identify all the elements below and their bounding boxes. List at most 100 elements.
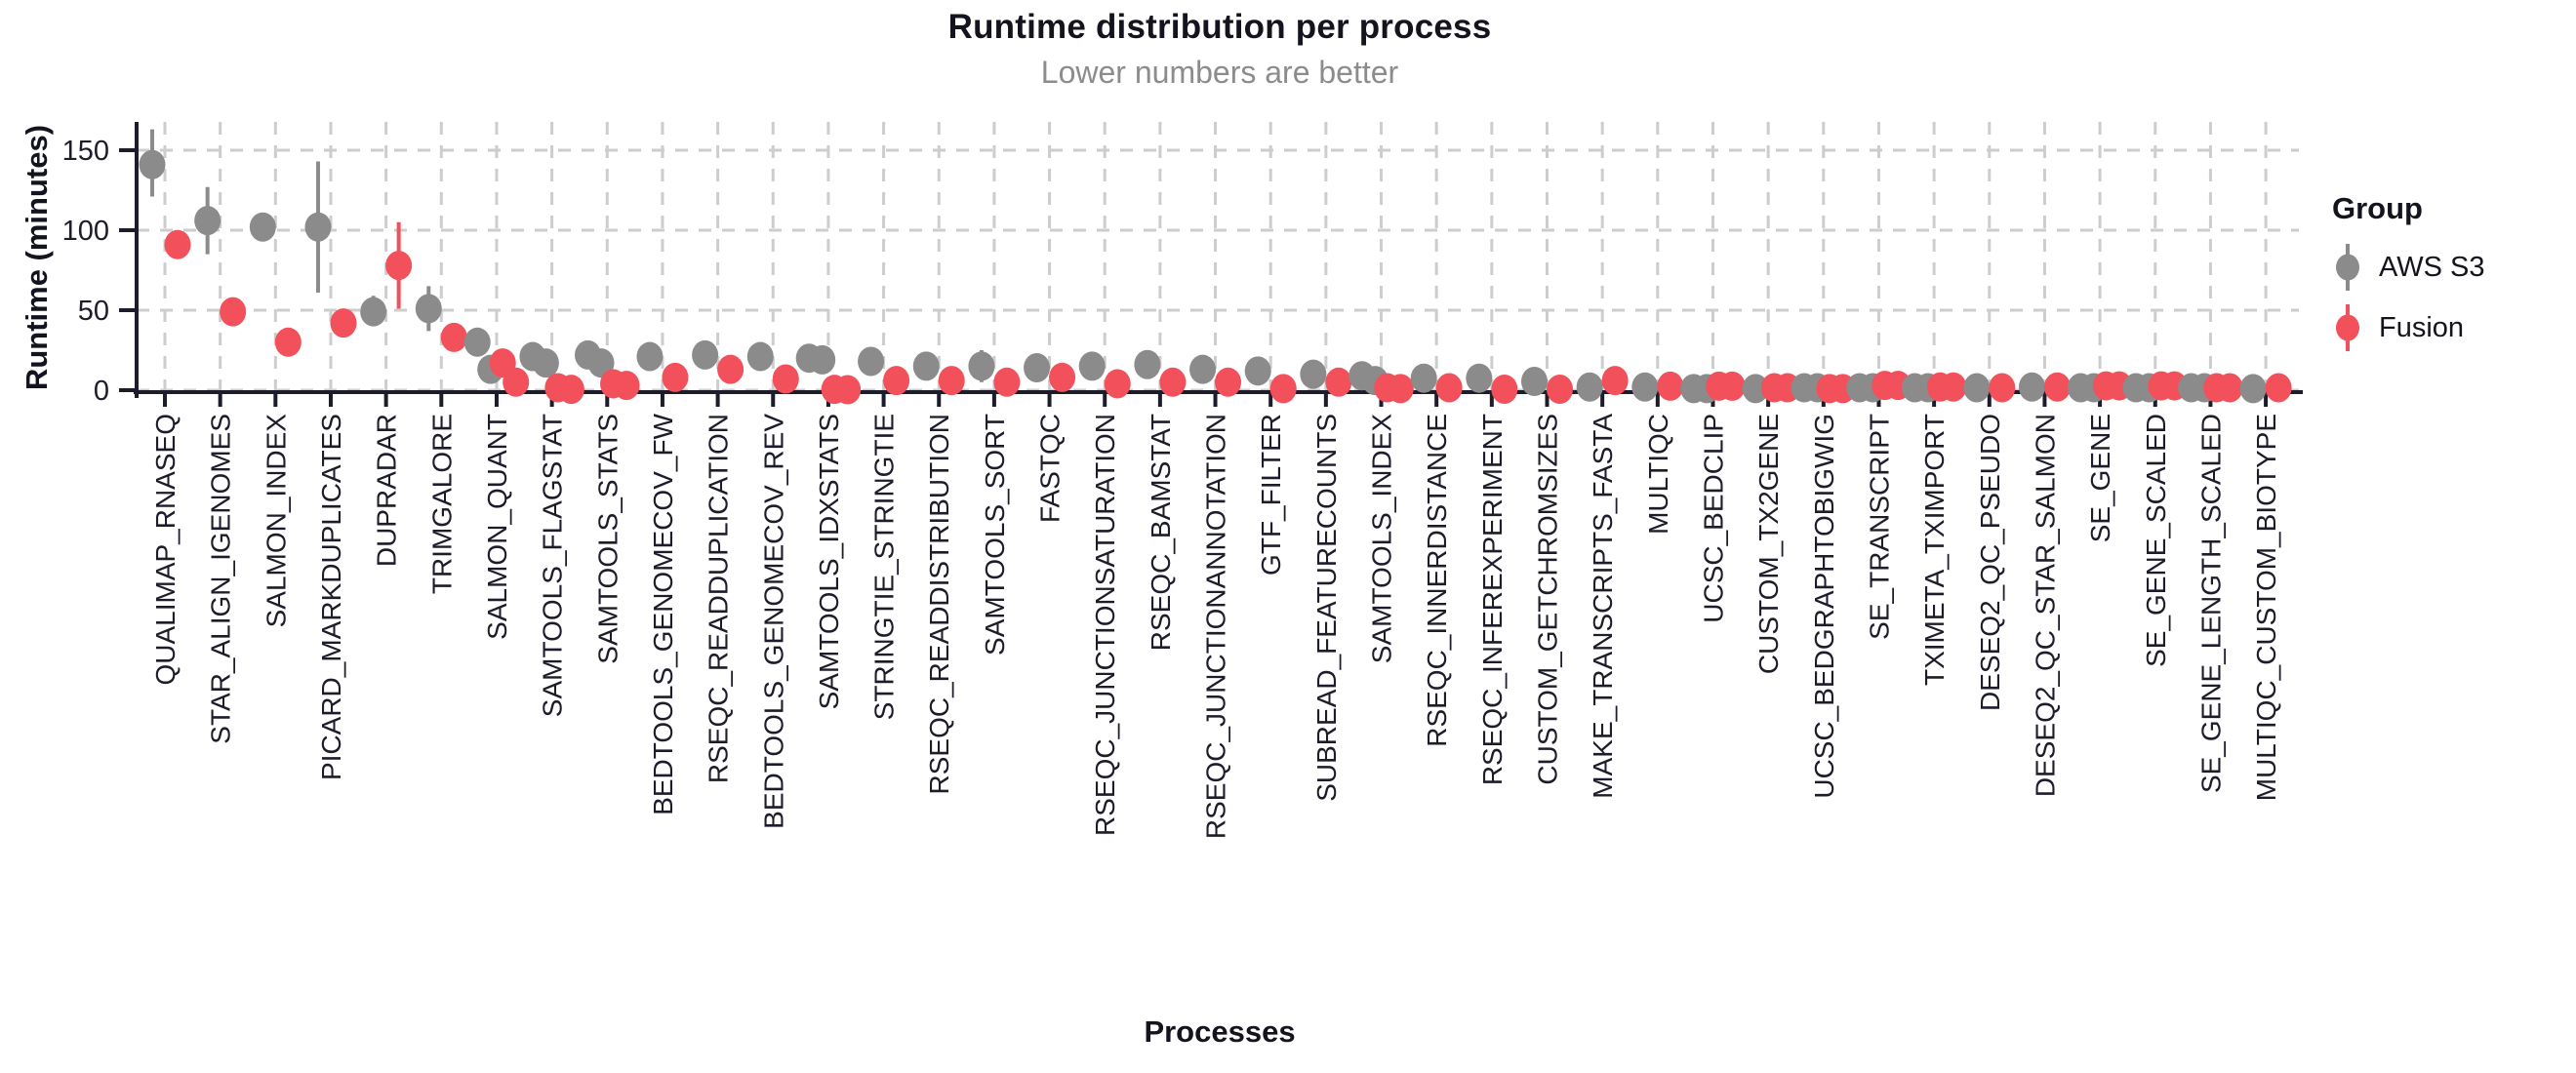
point-fusion-bedtools_genomecov_rev xyxy=(772,364,799,394)
x-tick-label: BEDTOOLS_GENOMECOV_FW xyxy=(648,413,678,815)
x-tick-label: SALMON_INDEX xyxy=(261,414,291,628)
point-aws-multiqc_custom_biotype xyxy=(2239,374,2267,404)
point-aws-samtools_stats xyxy=(587,348,615,378)
gridlines xyxy=(137,122,2299,392)
point-aws-rseqc_readduplication xyxy=(692,339,719,370)
x-tick-label: TRIMGALORE xyxy=(426,414,457,594)
point-fusion-fastqc xyxy=(1049,362,1076,392)
point-aws-samtools_idxstats xyxy=(809,344,836,375)
x-tick-label: SAMTOOLS_STATS xyxy=(592,414,623,664)
legend: Group AWS S3 Fusion xyxy=(2332,191,2485,363)
point-fusion-stringtie_stringtie xyxy=(883,366,910,396)
point-aws-samtools_sort xyxy=(968,351,995,381)
point-aws-picard_markduplicates xyxy=(304,212,332,242)
x-tick-label: RSEQC_READDISTRIBUTION xyxy=(924,414,954,795)
x-tick-label: RSEQC_BAMSTAT xyxy=(1146,414,1176,651)
point-fusion-deseq2_qc_pseudo xyxy=(1989,373,2016,403)
legend-title: Group xyxy=(2332,191,2423,225)
point-fusion-rseqc_junctionsaturation xyxy=(1104,369,1131,399)
x-tick-label: FASTQC xyxy=(1035,414,1066,523)
pointrange-glyph-aws-icon xyxy=(2336,244,2359,291)
x-tick-label: RSEQC_READDUPLICATION xyxy=(704,414,734,783)
point-aws-trimgalore xyxy=(415,294,442,324)
y-tick-label: 50 xyxy=(78,296,109,327)
x-tick-label: SAMTOOLS_FLAGSTAT xyxy=(538,414,568,717)
legend-label-aws-s3: AWS S3 xyxy=(2379,251,2485,283)
chart-subtitle: Lower numbers are better xyxy=(1040,55,1399,90)
point-aws-make_transcripts_fasta xyxy=(1576,372,1603,402)
point-aws-salmon_index xyxy=(249,212,276,242)
point-aws-custom_tx2gene xyxy=(1742,374,1769,404)
point-aws-rseqc_junctionannotation xyxy=(1189,354,1217,384)
point-aws-salmon_quant xyxy=(463,327,491,357)
x-tick-label: UCSC_BEDGRAPHTOBIGWIG xyxy=(1809,414,1839,799)
pointrange-glyph-fusion-icon xyxy=(2336,304,2359,351)
x-tick-label: SE_TRANSCRIPT xyxy=(1864,414,1894,640)
y-tick-label: 100 xyxy=(62,216,109,247)
point-fusion-custom_getchromsizes xyxy=(1547,375,1573,405)
point-fusion-rseqc_innerdistance xyxy=(1435,373,1463,403)
x-tick-label: SE_GENE xyxy=(2085,414,2115,542)
point-fusion-deseq2_qc_star_salmon xyxy=(2043,372,2071,402)
point-fusion-multiqc xyxy=(1657,371,1684,401)
x-tick-label: SE_GENE_SCALED xyxy=(2141,414,2171,667)
legend-label-fusion: Fusion xyxy=(2379,311,2465,343)
x-tick-label: RSEQC_INFEREXPERIMENT xyxy=(1477,414,1508,785)
point-fusion-samtools_flagstat xyxy=(557,375,584,405)
point-fusion-samtools_stats xyxy=(613,371,640,401)
x-tick-label: GTF_FILTER xyxy=(1256,414,1286,576)
point-aws-rseqc_junctionsaturation xyxy=(1078,351,1106,381)
point-aws-custom_getchromsizes xyxy=(1521,366,1548,396)
point-fusion-qualimap_rnaseq xyxy=(164,229,191,259)
x-tick-label: QUALIMAP_RNASEQ xyxy=(150,414,181,686)
x-tick-label: STAR_ALIGN_IGENOMES xyxy=(206,414,236,744)
x-tick-label: MULTIQC xyxy=(1643,414,1673,535)
point-fusion-rseqc_junctionannotation xyxy=(1215,367,1242,397)
point-fusion-subread_featurecounts xyxy=(1325,367,1352,397)
point-aws-rseqc_inferexperiment xyxy=(1466,363,1493,393)
point-aws-bedtools_genomecov_rev xyxy=(746,341,774,372)
point-fusion-star_align_igenomes xyxy=(220,297,247,327)
x-tick-label: RSEQC_JUNCTIONANNOTATION xyxy=(1201,414,1231,839)
point-aws-rseqc_innerdistance xyxy=(1410,363,1437,393)
point-fusion-tximeta_tximport xyxy=(1940,372,1967,402)
point-fusion-rseqc_readdistribution xyxy=(938,366,965,396)
point-aws-bedtools_genomecov_fw xyxy=(636,341,664,372)
legend-item-fusion: Fusion xyxy=(2332,302,2485,353)
x-tick-label: SAMTOOLS_INDEX xyxy=(1367,414,1397,664)
point-aws-fastqc xyxy=(1024,353,1051,383)
x-tick-label: CUSTOM_GETCHROMSIZES xyxy=(1533,414,1563,785)
point-fusion-rseqc_bamstat xyxy=(1159,367,1187,397)
pointranges xyxy=(139,129,2292,405)
x-axis-ticks: QUALIMAP_RNASEQ STAR_ALIGN_IGENOMES SALMON… xyxy=(150,392,2281,839)
x-tick-label: PICARD_MARKDUPLICATES xyxy=(316,414,346,780)
point-fusion-picard_markduplicates xyxy=(330,308,357,338)
y-tick-label: 0 xyxy=(94,376,109,407)
x-tick-label: RSEQC_INNERDISTANCE xyxy=(1422,414,1452,747)
x-tick-label: DESEQ2_QC_STAR_SALMON xyxy=(2030,414,2060,797)
point-fusion-bedtools_genomecov_fw xyxy=(662,362,689,392)
point-aws-gtf_filter xyxy=(1244,356,1271,386)
x-tick-label: MAKE_TRANSCRIPTS_FASTA xyxy=(1588,414,1618,799)
x-tick-label: CUSTOM_TX2GENE xyxy=(1753,414,1784,674)
point-fusion-ucsc_bedclip xyxy=(1718,371,1746,401)
point-aws-qualimap_rnaseq xyxy=(139,149,166,179)
point-aws-stringtie_stringtie xyxy=(858,346,885,377)
x-tick-label: SE_GENE_LENGTH_SCALED xyxy=(2195,414,2226,793)
point-aws-rseqc_bamstat xyxy=(1134,349,1161,379)
point-fusion-samtools_sort xyxy=(993,367,1021,397)
point-fusion-se_gene_length_scaled xyxy=(2216,373,2243,403)
point-fusion-trimgalore xyxy=(440,322,467,352)
point-aws-multiqc xyxy=(1631,372,1659,402)
x-tick-label: SAMTOOLS_IDXSTATS xyxy=(814,414,844,709)
y-tick-label: 150 xyxy=(62,136,109,167)
x-tick-label: RSEQC_JUNCTIONSATURATION xyxy=(1090,414,1120,836)
y-axis-ticks: 0 50 100 150 xyxy=(62,136,137,407)
x-tick-label: DESEQ2_QC_PSEUDO xyxy=(1975,414,2005,711)
point-aws-deseq2_qc_pseudo xyxy=(1963,373,1991,403)
point-fusion-multiqc_custom_biotype xyxy=(2265,373,2292,403)
point-aws-samtools_flagstat xyxy=(532,348,559,378)
chart-title: Runtime distribution per process xyxy=(947,8,1492,46)
